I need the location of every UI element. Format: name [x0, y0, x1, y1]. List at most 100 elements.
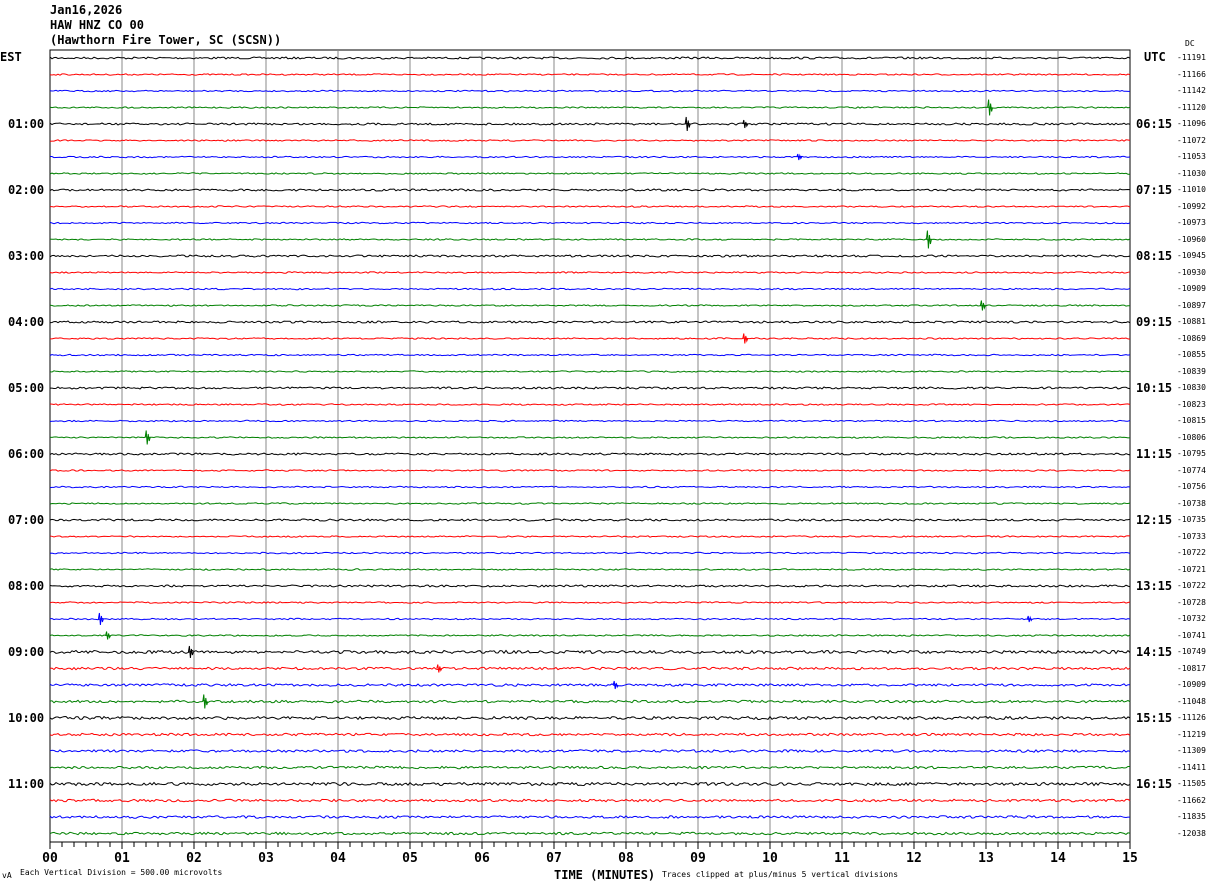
- trace-line: [50, 386, 1131, 390]
- dc-offset-label: -10881: [1177, 317, 1206, 326]
- dc-offset-label: -10732: [1177, 614, 1206, 623]
- trace-line: [49, 122, 1131, 126]
- seismic-event: [987, 99, 994, 116]
- dc-offset-label: -10795: [1177, 449, 1206, 458]
- trace-line: [49, 666, 1131, 671]
- seismic-event: [612, 680, 619, 690]
- trace-line: [49, 436, 1131, 439]
- dc-offset-label: -10749: [1177, 647, 1206, 656]
- dc-offset-label: -10897: [1177, 300, 1206, 310]
- dc-offset-label: -11505: [1177, 779, 1206, 788]
- plot-frame: [49, 49, 1131, 843]
- left-hour-label: 05:00: [8, 381, 45, 395]
- trace-line: [49, 56, 1131, 60]
- seismic-event: [97, 612, 104, 626]
- trace-line: [49, 617, 1131, 621]
- dc-offset-label: -10973: [1177, 218, 1206, 227]
- seismic-event: [796, 153, 803, 161]
- left-hour-label: 08:00: [8, 579, 45, 593]
- dc-offset-label: -10735: [1177, 515, 1206, 524]
- trace-line: [49, 403, 1131, 406]
- seismic-event: [742, 333, 749, 344]
- left-hour-label: 01:00: [8, 117, 45, 131]
- x-tick-label: 05: [402, 851, 418, 866]
- x-tick-label: 13: [978, 851, 994, 866]
- left-hour-label: 10:00: [8, 711, 45, 725]
- dc-offset-label: -10721: [1177, 564, 1206, 574]
- dc-offset-label: -10830: [1177, 383, 1206, 392]
- x-tick-label: 06: [474, 851, 490, 866]
- x-axis-title: TIME (MINUTES): [554, 868, 656, 882]
- right-hour-label: 07:15: [1136, 183, 1173, 197]
- dc-offset-label: -10992: [1177, 201, 1206, 211]
- dc-offset-label: -11166: [1177, 69, 1206, 79]
- right-hour-label: 11:15: [1136, 447, 1173, 461]
- trace-line: [49, 601, 1131, 604]
- trace-line: [49, 172, 1130, 175]
- seismic-event: [105, 631, 112, 640]
- dc-offset-label: -11120: [1177, 102, 1206, 112]
- right-hour-label: 06:15: [1136, 117, 1173, 131]
- trace-line: [49, 188, 1131, 192]
- dc-offset-label: -10738: [1177, 498, 1206, 508]
- trace-line: [49, 106, 1131, 109]
- trace-line: [50, 155, 1131, 159]
- right-hour-label: 10:15: [1136, 381, 1173, 395]
- dc-offset-label: -10722: [1177, 548, 1206, 557]
- trace-line: [50, 337, 1131, 340]
- dc-offset-label: -10909: [1177, 284, 1206, 293]
- left-hour-label: 06:00: [8, 447, 45, 461]
- dc-header: DC: [1185, 39, 1195, 48]
- right-hour-label: 15:15: [1136, 711, 1173, 725]
- trace-line: [49, 815, 1130, 819]
- left-hour-label: 02:00: [8, 183, 45, 197]
- dc-offset-label: -11096: [1177, 119, 1206, 128]
- trace-line: [49, 353, 1131, 357]
- dc-offset-label: -11126: [1177, 713, 1206, 722]
- dc-offset-label: -10945: [1177, 251, 1206, 260]
- x-tick-label: 15: [1122, 851, 1138, 866]
- left-hour-label: 11:00: [8, 777, 45, 791]
- x-tick-label: 10: [762, 851, 778, 866]
- x-tick-label: 02: [186, 851, 202, 866]
- right-hour-label: 08:15: [1136, 249, 1173, 263]
- dc-offset-label: -10823: [1177, 399, 1206, 409]
- trace-line: [49, 502, 1131, 505]
- trace-line: [49, 551, 1131, 555]
- seismic-event: [144, 430, 151, 445]
- dc-offset-label: -10756: [1177, 482, 1206, 491]
- dc-offset-label: -11010: [1177, 185, 1206, 194]
- dc-offset-label: -12038: [1177, 828, 1206, 838]
- scale-note: Each Vertical Division = 500.00 microvol…: [20, 868, 223, 877]
- trace-line: [49, 535, 1131, 538]
- corner-mark: vA: [2, 871, 12, 880]
- seismic-event: [925, 230, 932, 249]
- seismic-event: [1026, 615, 1033, 623]
- dc-offset-label: -10930: [1177, 267, 1206, 277]
- dc-offset-label: -11835: [1177, 812, 1206, 821]
- dc-offset-label: -10722: [1177, 581, 1206, 590]
- dc-offset-label: -11072: [1177, 135, 1206, 145]
- dc-offset-label: -10960: [1177, 234, 1206, 244]
- trace-line: [49, 831, 1131, 836]
- trace-line: [49, 139, 1131, 142]
- trace-line: [49, 370, 1131, 373]
- right-hour-label: 09:15: [1136, 315, 1173, 329]
- left-hour-label: 07:00: [8, 513, 45, 527]
- trace-line: [49, 221, 1131, 225]
- trace-line: [49, 287, 1131, 291]
- seismic-event: [187, 645, 194, 659]
- dc-offset-label: -10774: [1177, 465, 1206, 475]
- seismic-event: [742, 119, 749, 129]
- x-tick-label: 11: [834, 851, 850, 866]
- x-tick-label: 07: [546, 851, 562, 866]
- trace-line: [49, 89, 1130, 93]
- left-timezone: EST: [0, 50, 22, 64]
- trace-line: [49, 634, 1131, 637]
- right-hour-label: 12:15: [1136, 513, 1173, 527]
- clip-note: Traces clipped at plus/minus 5 vertical …: [662, 870, 899, 879]
- left-hour-label: 04:00: [8, 315, 45, 329]
- dc-offset-label: -11048: [1177, 696, 1206, 706]
- station-label: (Hawthorn Fire Tower, SC (SCSN)): [50, 33, 282, 47]
